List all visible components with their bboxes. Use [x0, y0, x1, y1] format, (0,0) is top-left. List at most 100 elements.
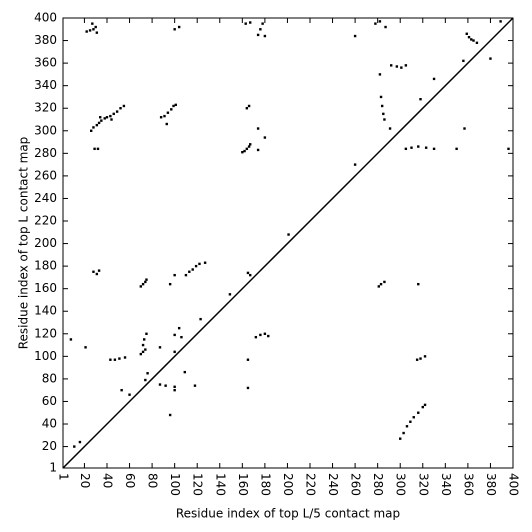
contact-point	[395, 65, 399, 68]
y-tick-label: 180	[34, 259, 57, 273]
contact-point	[95, 123, 99, 127]
contact-point	[141, 350, 145, 354]
y-tick-label: 380	[34, 33, 57, 47]
contact-point	[377, 285, 380, 288]
contact-point	[243, 149, 246, 153]
x-tick-label: 40	[100, 473, 114, 488]
x-tick-label: 240	[326, 473, 340, 496]
contact-point	[241, 151, 244, 154]
contact-point	[244, 22, 247, 25]
contact-point	[417, 411, 420, 414]
contact-point	[246, 386, 250, 390]
contact-point	[110, 118, 113, 121]
contact-point	[115, 110, 119, 113]
contact-point	[412, 416, 415, 419]
contact-point	[173, 388, 176, 392]
contact-point	[166, 111, 170, 114]
x-tick-label: 120	[191, 473, 205, 496]
x-tick-label: 280	[371, 473, 385, 496]
contact-point	[173, 385, 176, 388]
contact-point	[141, 343, 145, 347]
contact-point	[261, 22, 264, 25]
contact-point	[119, 107, 122, 110]
contact-point	[123, 356, 127, 359]
contact-point	[173, 273, 176, 277]
contact-point	[97, 121, 101, 125]
contact-point	[91, 22, 94, 25]
contact-point	[159, 116, 163, 119]
x-tick-label: 180	[258, 473, 272, 496]
contact-point	[419, 98, 422, 101]
contact-point	[389, 64, 393, 67]
contact-point	[183, 370, 187, 374]
contact-point	[353, 34, 357, 38]
contact-point	[173, 333, 176, 337]
contact-point	[380, 104, 384, 108]
contact-point	[191, 268, 194, 271]
contact-point	[399, 437, 402, 440]
contact-point	[168, 282, 172, 286]
contact-point	[109, 358, 112, 361]
contact-point	[432, 77, 436, 81]
contact-point	[410, 146, 413, 149]
contact-point	[128, 393, 131, 396]
y-tick-label: 120	[34, 326, 57, 340]
contact-point	[113, 358, 117, 361]
contact-point	[163, 114, 166, 118]
y-tick-label: 220	[34, 214, 57, 228]
y-tick-label: 300	[34, 123, 57, 137]
contact-point	[247, 104, 251, 108]
contact-point	[259, 333, 262, 337]
contact-point	[383, 280, 386, 284]
y-tick-label: 20	[42, 439, 57, 453]
y-tick-label: 280	[34, 146, 57, 160]
contact-point	[353, 163, 357, 166]
contact-point	[141, 282, 145, 286]
contact-point	[122, 104, 126, 108]
contact-point	[97, 269, 101, 272]
contact-point	[84, 346, 87, 349]
x-tick-label: 20	[78, 473, 92, 488]
contact-point	[144, 348, 147, 351]
y-tick-label: 160	[34, 281, 57, 295]
contact-point	[103, 117, 106, 120]
contact-point	[424, 146, 428, 149]
diagonal-line	[62, 17, 514, 469]
x-tick-label: 60	[123, 473, 137, 488]
contact-point	[402, 431, 405, 435]
contact-point	[95, 272, 99, 276]
contact-point	[177, 25, 181, 29]
contact-point	[423, 355, 427, 358]
contact-point	[400, 66, 403, 69]
contact-point	[254, 335, 258, 339]
contact-point	[417, 145, 420, 148]
contact-point	[463, 127, 466, 130]
y-axis-label: Residue index of top L contact map	[17, 137, 31, 350]
contact-point	[245, 107, 249, 110]
contact-point	[203, 261, 207, 264]
contact-point	[99, 116, 102, 119]
contact-point	[112, 112, 115, 116]
contact-point	[177, 326, 181, 330]
contact-point	[144, 378, 147, 382]
contact-point	[172, 104, 175, 108]
contact-point	[92, 126, 95, 129]
contact-point	[188, 270, 191, 273]
y-tick-label: 340	[34, 78, 57, 92]
contact-point	[69, 338, 73, 341]
x-tick-label: 300	[394, 473, 408, 496]
contact-point	[263, 136, 267, 139]
y-tick-label: 260	[34, 168, 57, 182]
contact-point	[470, 38, 473, 41]
contact-point	[93, 147, 96, 151]
contact-point	[383, 118, 386, 121]
contact-point	[89, 129, 93, 132]
contact-point	[94, 25, 97, 29]
contact-point	[245, 147, 249, 151]
x-tick-label: 400	[507, 473, 521, 496]
contact-point	[423, 403, 427, 407]
x-tick-label: 160	[236, 473, 250, 496]
y-tick-label: 320	[34, 101, 57, 115]
x-axis-label: Residue index of top L/5 contact map	[176, 507, 400, 521]
contact-point	[267, 334, 270, 338]
